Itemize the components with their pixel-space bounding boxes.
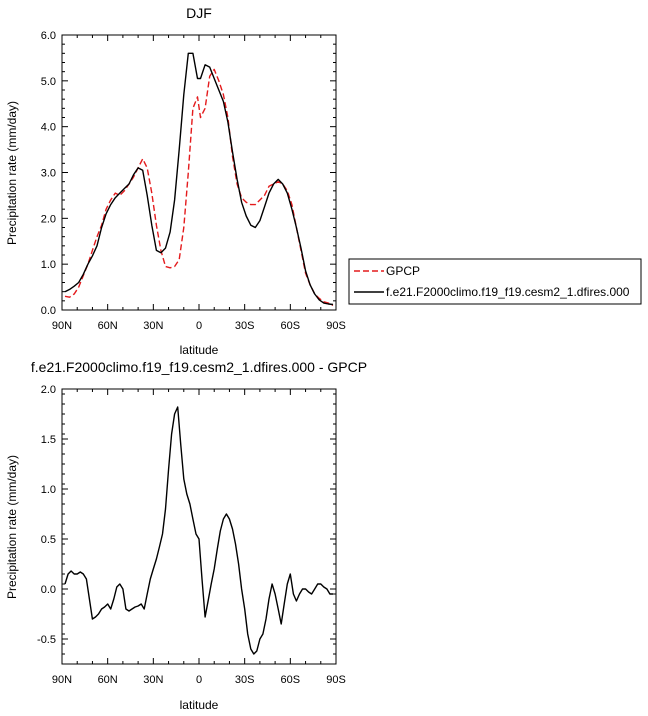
panel1-series	[64, 52, 334, 307]
panel2-xtick-label: 90N	[52, 674, 72, 686]
panel1-frame	[61, 34, 337, 311]
panel1-ticks: 90N 60N 30N 0 30S 60S 90S 0.0 1.0 2.0 3.0 4.0 5.0 6.0	[41, 30, 346, 332]
panel2-xtick-label: 60N	[98, 674, 118, 686]
legend-label-gpcp: GPCP	[386, 264, 420, 278]
panel1-xtick-label: 60S	[281, 320, 301, 332]
panel1-series-line-1	[64, 52, 334, 306]
panel1-title: DJF	[186, 5, 212, 21]
panel2-ytick-label: 1.0	[41, 484, 56, 496]
panel2-xtick-label: 0	[196, 674, 202, 686]
panel2-xlabel: latitude	[180, 698, 219, 712]
panel1-ytick-label: 1.0	[41, 259, 56, 271]
panel2-xtick-label: 60S	[281, 674, 301, 686]
panel2-ytick-label: 1.5	[41, 434, 56, 446]
legend-label-model: f.e21.F2000climo.f19_f19.cesm2_1.dfires.…	[386, 285, 630, 299]
panel1-xtick-label: 90S	[326, 320, 346, 332]
panel1-ytick-label: 6.0	[41, 30, 56, 42]
panel2-ylabel: Precipitation rate (mm/day)	[5, 455, 19, 599]
panel2-ytick-label: 0.0	[41, 584, 56, 596]
panel2-series	[64, 406, 333, 655]
panel2-xtick-label: 90S	[326, 674, 346, 686]
panel2-xtick-label: 30N	[143, 674, 163, 686]
legend-box	[348, 258, 642, 305]
panel2-title: f.e21.F2000climo.f19_f19.cesm2_1.dfires.…	[31, 359, 367, 375]
panel1-xtick-label: 30S	[235, 320, 255, 332]
panel1-ytick-label: 4.0	[41, 122, 56, 134]
panel1-ytick-label: 3.0	[41, 168, 56, 180]
panel2-ytick-label: 0.5	[41, 534, 56, 546]
panel1-ytick-label: 2.0	[41, 213, 56, 225]
panel2-frame	[61, 388, 337, 665]
panel1-series-line-0	[64, 68, 334, 307]
panel1-ytick-label: 5.0	[41, 76, 56, 88]
panel1-xtick-label: 60N	[98, 320, 118, 332]
panel2-xtick-label: 30S	[235, 674, 255, 686]
panel1-xtick-label: 30N	[143, 320, 163, 332]
panel1-ylabel: Precipitation rate (mm/day)	[5, 101, 19, 245]
panel2-ytick-label: -0.5	[37, 634, 56, 646]
legend: GPCP f.e21.F2000climo.f19_f19.cesm2_1.df…	[348, 258, 642, 305]
top-panel: DJF latitude Precipitation rate (mm/day)…	[5, 5, 346, 357]
panel2-series-line-0	[64, 406, 333, 655]
panel1-xlabel: latitude	[180, 343, 219, 357]
bottom-panel: f.e21.F2000climo.f19_f19.cesm2_1.dfires.…	[5, 359, 367, 712]
panel1-ytick-label: 0.0	[41, 305, 56, 317]
panel2-ytick-label: 2.0	[41, 384, 56, 396]
panel1-xtick-label: 0	[196, 320, 202, 332]
panel1-xtick-label: 90N	[52, 320, 72, 332]
